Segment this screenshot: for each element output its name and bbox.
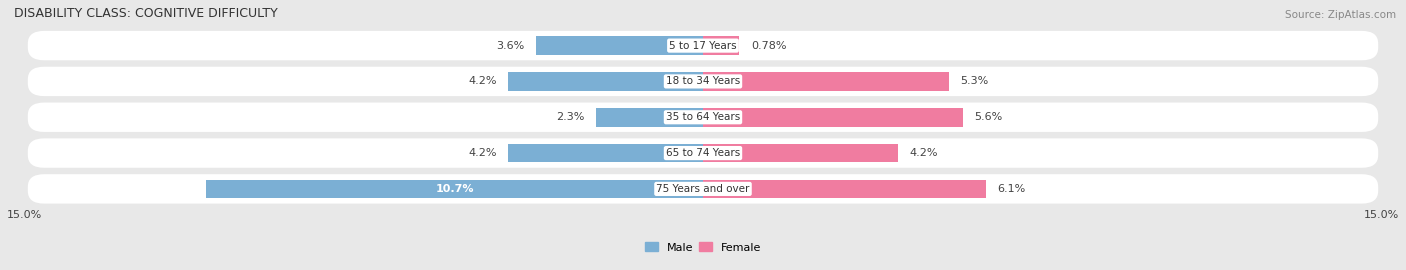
- Bar: [703, 144, 898, 162]
- Text: 6.1%: 6.1%: [998, 184, 1026, 194]
- Text: 10.7%: 10.7%: [436, 184, 474, 194]
- Text: 4.2%: 4.2%: [910, 148, 938, 158]
- Bar: [536, 36, 703, 55]
- Bar: [596, 108, 703, 127]
- Text: Source: ZipAtlas.com: Source: ZipAtlas.com: [1285, 10, 1396, 20]
- FancyBboxPatch shape: [28, 174, 1378, 204]
- Text: 3.6%: 3.6%: [496, 40, 524, 50]
- FancyBboxPatch shape: [28, 31, 1378, 60]
- FancyBboxPatch shape: [28, 67, 1378, 96]
- Text: 15.0%: 15.0%: [1364, 210, 1399, 220]
- Text: 15.0%: 15.0%: [7, 210, 42, 220]
- FancyBboxPatch shape: [28, 103, 1378, 132]
- Text: 0.78%: 0.78%: [751, 40, 786, 50]
- Bar: [703, 180, 986, 198]
- Legend: Male, Female: Male, Female: [640, 238, 766, 257]
- Text: 75 Years and over: 75 Years and over: [657, 184, 749, 194]
- Text: 4.2%: 4.2%: [468, 76, 496, 86]
- Bar: [508, 72, 703, 91]
- Bar: [508, 144, 703, 162]
- Text: 35 to 64 Years: 35 to 64 Years: [666, 112, 740, 122]
- Text: 2.3%: 2.3%: [557, 112, 585, 122]
- Bar: [703, 72, 949, 91]
- Text: 5.3%: 5.3%: [960, 76, 988, 86]
- Bar: [703, 36, 740, 55]
- FancyBboxPatch shape: [28, 139, 1378, 168]
- Text: 5.6%: 5.6%: [974, 112, 1002, 122]
- Text: 4.2%: 4.2%: [468, 148, 496, 158]
- Bar: [703, 108, 963, 127]
- Text: 18 to 34 Years: 18 to 34 Years: [666, 76, 740, 86]
- Text: 65 to 74 Years: 65 to 74 Years: [666, 148, 740, 158]
- Bar: [207, 180, 703, 198]
- Text: DISABILITY CLASS: COGNITIVE DIFFICULTY: DISABILITY CLASS: COGNITIVE DIFFICULTY: [14, 7, 277, 20]
- Text: 5 to 17 Years: 5 to 17 Years: [669, 40, 737, 50]
